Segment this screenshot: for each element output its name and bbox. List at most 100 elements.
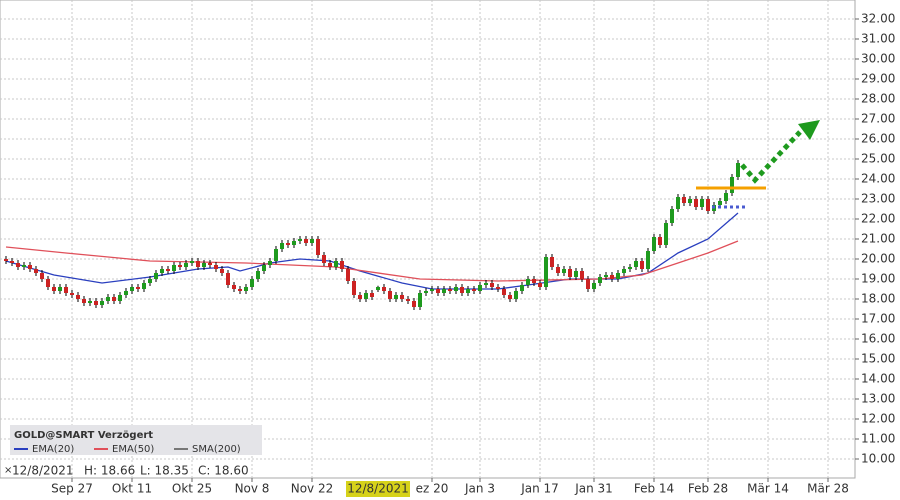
arrow-head <box>798 120 820 140</box>
candle-body <box>538 283 542 287</box>
y-tick-label: 27.00 <box>861 112 895 126</box>
y-tick-label: 17.00 <box>861 312 895 326</box>
candle-body <box>298 239 302 241</box>
crosshair-label: 12/8/2021 <box>347 482 409 496</box>
candle-body <box>520 285 524 291</box>
candle-body <box>160 269 164 273</box>
candle-body <box>544 257 548 287</box>
x-tick-label: Jan 31 <box>574 482 613 496</box>
y-tick-label: 18.00 <box>861 292 895 306</box>
candle-body <box>118 295 122 301</box>
candle-body <box>616 273 620 279</box>
candle-body <box>472 289 476 291</box>
candle-body <box>724 193 728 201</box>
candle-body <box>268 261 272 265</box>
candle-body <box>244 287 248 291</box>
candle-body <box>670 209 674 223</box>
candle-body <box>256 271 260 279</box>
legend-box <box>10 425 262 455</box>
candle-body <box>568 269 572 277</box>
candle-body <box>88 301 92 303</box>
x-tick-label: Jan 17 <box>520 482 559 496</box>
candle-body <box>580 271 584 279</box>
candle-body <box>172 265 176 271</box>
candle-body <box>514 291 518 299</box>
candle-body <box>718 201 722 205</box>
y-tick-label: 26.00 <box>861 132 895 146</box>
info-low: L: 18.35 <box>140 464 189 478</box>
candle-body <box>238 289 242 291</box>
forecast-arrow <box>740 130 802 184</box>
candle-body <box>292 241 296 245</box>
x-tick-label: Okt 25 <box>172 482 212 496</box>
candle-body <box>682 197 686 203</box>
y-tick-label: 28.00 <box>861 92 895 106</box>
candle-body <box>664 223 668 245</box>
candle-body <box>466 289 470 293</box>
candle-body <box>646 251 650 269</box>
y-tick-label: 29.00 <box>861 72 895 86</box>
candle-body <box>454 287 458 291</box>
legend-label: SMA(200) <box>192 444 241 455</box>
candle-body <box>400 295 404 299</box>
x-tick-label: Feb 14 <box>634 482 674 496</box>
candle-body <box>184 263 188 267</box>
y-tick-label: 11.00 <box>861 432 895 446</box>
candle-body <box>586 279 590 289</box>
y-tick-label: 15.00 <box>861 352 895 366</box>
candle-body <box>376 287 380 290</box>
candle-body <box>190 261 194 263</box>
candle-body <box>148 279 152 283</box>
candle-body <box>322 255 326 263</box>
candle-body <box>394 295 398 299</box>
legend-title: GOLD@SMART Verzögert <box>14 430 153 441</box>
candle-body <box>610 275 614 279</box>
candle-body <box>490 283 494 287</box>
x-tick-label: Mär 28 <box>807 482 849 496</box>
candle-body <box>730 177 734 193</box>
candle-body <box>412 301 416 307</box>
candle-body <box>280 243 284 249</box>
candle-body <box>688 199 692 203</box>
candle-body <box>346 269 350 281</box>
candle-body <box>418 293 422 307</box>
y-tick-label: 19.00 <box>861 272 895 286</box>
candle-body <box>508 295 512 299</box>
candle-body <box>304 239 308 243</box>
candle-body <box>214 265 218 269</box>
candle-body <box>700 199 704 207</box>
y-tick-label: 13.00 <box>861 392 895 406</box>
y-tick-label: 21.00 <box>861 232 895 246</box>
info-date: 12/8/2021 <box>12 464 74 478</box>
candle-body <box>352 281 356 295</box>
candle-body <box>340 261 344 269</box>
candle-body <box>622 269 626 273</box>
x-tick-label: Feb 28 <box>688 482 728 496</box>
y-tick-label: 12.00 <box>861 412 895 426</box>
candle-body <box>592 283 596 289</box>
candle-body <box>58 287 62 291</box>
candle-body <box>166 269 170 271</box>
candle-body <box>574 271 578 277</box>
candle-body <box>424 291 428 293</box>
legend-label: EMA(20) <box>32 444 74 455</box>
candle-body <box>112 297 116 301</box>
candle-body <box>274 249 278 261</box>
candle-body <box>328 263 332 267</box>
candle-body <box>154 273 158 279</box>
y-tick-label: 31.00 <box>861 32 895 46</box>
y-tick-label: 22.00 <box>861 212 895 226</box>
candle-body <box>34 269 38 273</box>
y-tick-label: 32.00 <box>861 12 895 26</box>
candle-body <box>628 267 632 269</box>
candle-body <box>232 285 236 289</box>
candle-body <box>106 297 110 301</box>
y-tick-label: 16.00 <box>861 332 895 346</box>
candle-body <box>28 265 32 269</box>
marker: × <box>4 465 12 476</box>
candle-body <box>388 291 392 299</box>
x-tick-label: Okt 11 <box>112 482 152 496</box>
candle-body <box>46 279 50 287</box>
y-tick-label: 23.00 <box>861 192 895 206</box>
candle-body <box>316 239 320 255</box>
